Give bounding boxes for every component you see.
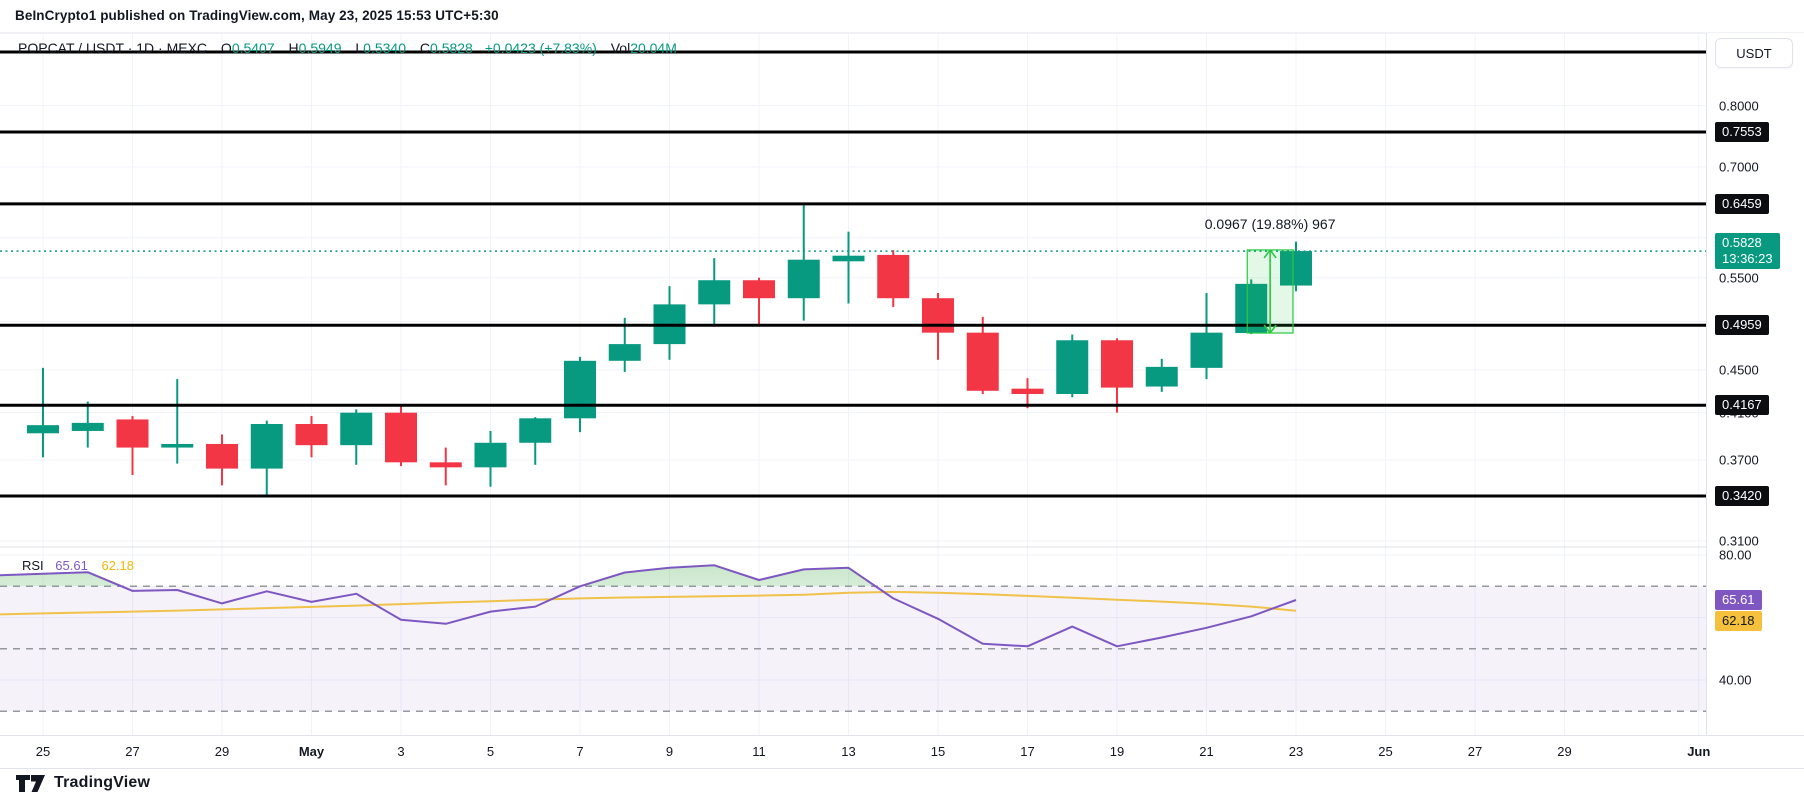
candle-body [474,442,507,468]
candles [27,203,1312,496]
open-label: O [220,40,232,56]
candle-body [385,412,417,463]
low-value: 0.5340 [363,40,406,56]
candle-body [1011,388,1044,395]
candle-body [295,424,328,446]
candle-body [161,443,194,448]
time-axis-label: 23 [1288,744,1304,759]
candle-body [1190,332,1223,368]
time-axis-label: 5 [486,744,495,759]
change-value: +0.0423 (+7.83%) [484,40,597,56]
time-axis-label: 11 [752,744,766,759]
time-axis-label: Jun [1687,744,1711,759]
candle-body [922,298,954,333]
candle-body [966,332,999,391]
rsi-line [0,564,1297,648]
price-axis-label: 0.5500 [1719,270,1759,286]
rsi-legend: RSI 65.61 62.18 [22,558,134,573]
candle-body [1056,340,1089,395]
price-level-badge: 0.6459 [1715,193,1769,214]
candle-body [564,360,596,419]
currency-toggle-button[interactable]: USDT [1715,38,1793,68]
rsi-band-fill [0,586,1706,712]
rsi-ma-badge: 62.18 [1715,610,1762,631]
candle-body [116,419,149,448]
price-level-badge: 0.7553 [1715,122,1769,142]
bar-countdown: 13:36:23 [1722,251,1773,267]
measurement-arrowheads [1263,249,1277,334]
candle-body [787,259,820,299]
candle-body [429,462,462,468]
close-label: C [419,40,431,56]
high-value: 0.5949 [298,40,342,56]
time-axis[interactable]: 25 27 29 May 3 5 7 9 11 13 15 17 19 21 23 25 27 29 Jun [0,735,1804,769]
price-level-badge: 0.3420 [1715,485,1769,506]
time-axis-label: 25 [35,744,51,759]
candle-body [1101,340,1133,388]
footer: TradingView [16,774,150,792]
price-level-badge: 0.4167 [1715,395,1769,416]
candle-body [519,418,552,443]
time-axis-label: 29 [1557,744,1572,759]
time-axis-label: 17 [1020,744,1035,759]
time-axis-label: 27 [1467,744,1483,759]
price-axis[interactable]: USDT 0.80000.70000.60000.55000.50000.450… [1706,33,1804,767]
attribution-text: BeInCrypto1 published on TradingView.com… [15,8,499,23]
time-axis-label: 7 [576,744,584,759]
time-axis-label: 29 [214,744,230,759]
time-axis-label: 27 [125,744,140,759]
candle-body [71,422,104,431]
price-axis-label: 0.8000 [1719,98,1759,114]
candle-body [206,443,238,469]
time-axis-label: May [298,744,325,759]
candle-body [743,280,775,299]
candle-body [698,280,731,305]
low-label: L [355,40,364,56]
time-axis-label: 15 [930,744,946,759]
candle-body [27,425,59,434]
rsi-ma-line [0,590,1297,616]
candle-body [608,344,641,361]
time-axis-label: 21 [1199,744,1214,759]
symbol-legend: POPCAT / USDT · 1D · MEXC O0.5407 H0.594… [18,40,677,56]
high-label: H [288,40,299,56]
price-level-badge: 0.4959 [1715,315,1769,336]
volume-value: 20.04M [630,40,677,56]
price-axis-label: 0.3700 [1719,452,1759,468]
symbol-title: POPCAT / USDT · 1D · MEXC [18,40,208,56]
volume-label: Vol [610,40,631,56]
candle-body [1280,251,1312,286]
rsi-axis-label: 40.00 [1719,672,1752,688]
close-value: 0.5828 [430,40,473,56]
candle-body [340,412,373,446]
rsi-badge: 65.61 [1715,589,1762,610]
open-value: 0.5407 [231,40,275,56]
candle-body [877,254,910,299]
rsi-axis-label: 80.00 [1719,547,1752,563]
candle-body [250,424,283,469]
tradingview-logo-icon[interactable] [16,774,46,792]
price-axis-label: 0.4500 [1719,362,1759,378]
time-axis-label: 3 [397,744,405,759]
current-price-value: 0.5828 [1722,235,1762,251]
rsi-overbought-fill [0,565,876,587]
rsi-ma-value: 62.18 [101,558,135,573]
candle-body [1145,366,1178,387]
current-price-badge: 0.5828 13:36:23 [1715,233,1780,270]
time-axis-label: 19 [1109,744,1125,759]
time-axis-label: 9 [665,744,674,759]
rsi-value: 65.61 [55,558,88,573]
price-axis-label: 0.3100 [1719,533,1759,549]
time-axis-label: 13 [841,744,856,759]
rsi-name: RSI [22,558,44,573]
measurement-label[interactable]: 0.0967 (19.88%) 967 [1204,215,1336,232]
time-axis-label: 25 [1378,744,1393,759]
price-axis-label: 0.7000 [1719,159,1759,175]
tradingview-brand-text[interactable]: TradingView [54,774,151,791]
candle-body [832,255,865,262]
